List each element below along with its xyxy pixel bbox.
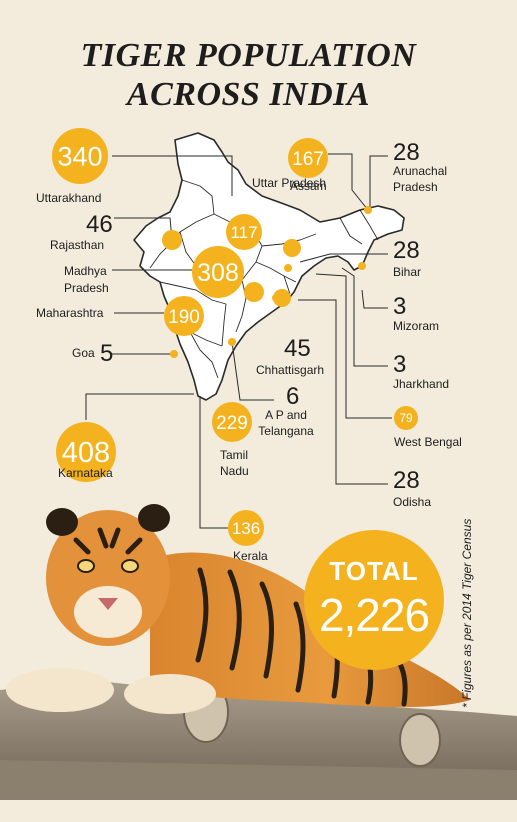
leader-line-jharkhand <box>341 267 388 367</box>
map-spot-bihar <box>283 239 301 257</box>
state-label-uttar-pradesh: Uttar Pradesh <box>252 176 326 190</box>
india-map <box>133 132 405 401</box>
map-dot-chhattisgarh <box>250 288 258 296</box>
state-label-uttarakhand: Uttarakhand <box>36 191 101 205</box>
tiger-ear-left <box>46 508 78 536</box>
state-label-goa: Goa <box>72 346 95 360</box>
leader-line-bihar <box>299 253 388 263</box>
value-label-mizoram: 3 <box>393 293 406 320</box>
value-label-uttar-pradesh: 117 <box>230 223 257 242</box>
log-end-2 <box>399 713 441 767</box>
state-label-tamil-nadu: Tamil Nadu <box>220 448 249 478</box>
state-label-jharkhand: Jharkhand <box>393 377 449 391</box>
tiger-illustration <box>0 504 517 800</box>
leader-line-kerala <box>199 396 228 529</box>
state-label-odisha: Odisha <box>393 495 431 509</box>
value-label-rajasthan: 46 <box>86 211 113 238</box>
value-label-maharashtra: 190 <box>168 307 200 328</box>
value-label-west-bengal: 79 <box>399 411 413 425</box>
value-label-kerala: 136 <box>232 519 260 538</box>
map-dot-odisha <box>278 294 286 302</box>
title-line-2: ACROSS INDIA <box>126 76 371 113</box>
state-label-assam: Assam <box>290 179 327 193</box>
map-dot-jharkhand <box>272 294 280 302</box>
bubble-kerala <box>228 510 264 546</box>
leader-lines <box>85 153 392 529</box>
tiger-nose <box>98 598 118 610</box>
bubble-uttarakhand <box>52 128 108 184</box>
tiger-ear-right <box>138 504 170 532</box>
state-label-a-p-and-telangana: A P and Telangana <box>258 408 314 438</box>
value-label-assam: 167 <box>292 149 324 170</box>
tiger-eye-right <box>121 559 139 573</box>
map-dot-rajasthan <box>168 236 176 244</box>
bubble-tamil-nadu <box>212 402 252 442</box>
tiger-paw-right <box>124 674 216 714</box>
bubble-karnataka <box>56 422 116 482</box>
total-badge: TOTAL 2,226 <box>304 530 444 670</box>
tiger-stripes <box>73 527 408 707</box>
state-label-mizoram: Mizoram <box>393 319 439 333</box>
total-label: TOTAL <box>329 556 419 586</box>
page-title: TIGER POPULATION ACROSS INDIA <box>0 36 497 114</box>
bubble-west-bengal <box>394 406 418 430</box>
value-label-odisha: 28 <box>393 467 420 494</box>
tiger-eye-left <box>77 559 95 573</box>
value-label-chhattisgarh: 45 <box>284 335 311 362</box>
state-label-bihar: Bihar <box>393 265 421 279</box>
state-label-karnataka: Karnataka <box>58 466 113 480</box>
footnote: * Figures as per 2014 Tiger Census <box>460 518 474 708</box>
state-label-west-bengal: West Bengal <box>394 435 462 449</box>
state-label-arunachal-pradesh: Arunachal Pradesh <box>393 164 447 194</box>
map-dot-a-p-and-telangana <box>228 338 236 346</box>
map-dot-bihar <box>284 264 292 272</box>
value-label-bihar: 28 <box>393 237 420 264</box>
value-label-goa: 5 <box>100 340 113 367</box>
value-label-madhya-pradesh: 308 <box>197 259 239 287</box>
leader-line-uttarakhand <box>112 155 233 196</box>
bubble-uttar-pradesh <box>226 214 262 250</box>
total-value: 2,226 <box>318 589 430 641</box>
title-line-1: TIGER POPULATION <box>80 37 417 74</box>
leader-line-odisha <box>298 299 388 485</box>
bubble-madhya-pradesh <box>192 246 244 298</box>
tiger-paw-left <box>6 668 114 712</box>
map-dot-assam <box>364 206 372 214</box>
bubble-maharashtra <box>164 296 204 336</box>
state-label-madhya-pradesh: Madhya Pradesh <box>64 264 109 295</box>
leader-line-assam <box>328 153 369 211</box>
value-label-tamil-nadu: 229 <box>216 413 248 434</box>
value-label-jharkhand: 3 <box>393 351 406 378</box>
leader-line-west-bengal <box>315 273 392 419</box>
leader-line-mizoram <box>361 289 388 309</box>
leader-line-a-p-and-telangana <box>231 341 274 401</box>
leader-line-arunachal-pradesh <box>369 155 388 208</box>
tiger-muzzle <box>74 586 142 638</box>
bubble-assam <box>288 138 328 178</box>
leader-line-karnataka <box>85 393 194 420</box>
state-borders <box>149 179 379 379</box>
log-base <box>0 760 517 800</box>
chart-marks: 340 Uttarakhand 117 Uttar Pradesh 167 Assam 28… <box>36 128 462 563</box>
value-label-a-p-and-telangana: 6 <box>286 383 299 410</box>
state-label-rajasthan: Rajasthan <box>50 238 104 252</box>
state-label-kerala: Kerala <box>233 549 268 563</box>
state-label-chhattisgarh: Chhattisgarh <box>256 363 324 377</box>
value-label-arunachal-pradesh: 28 <box>393 139 420 166</box>
state-label-maharashtra: Maharashtra <box>36 306 104 320</box>
value-label-uttarakhand: 340 <box>57 142 102 172</box>
map-dot-goa <box>170 350 178 358</box>
map-dot-mizoram <box>358 262 366 270</box>
value-label-karnataka: 408 <box>62 437 110 469</box>
